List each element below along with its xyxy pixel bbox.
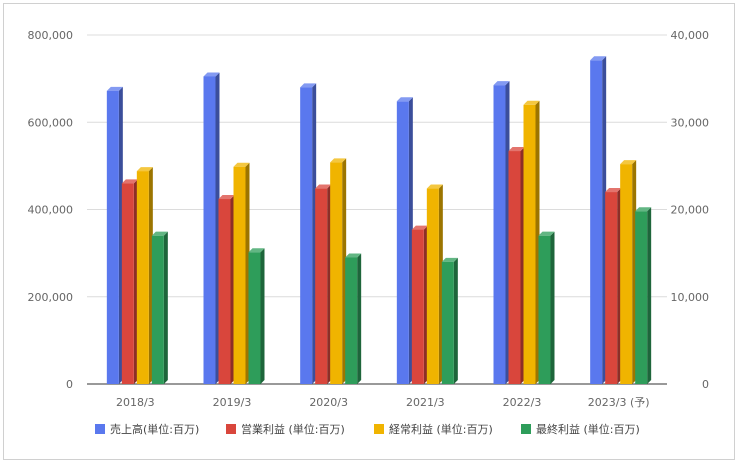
bar (151, 231, 168, 384)
x-tick-label: 2021/3 (406, 396, 445, 409)
legend-item: 売上高(単位:百万) (95, 422, 199, 436)
bar (605, 188, 622, 384)
left-tick-label: 400,000 (28, 204, 74, 217)
legend-swatch (521, 424, 531, 434)
bar (590, 56, 607, 385)
grid (87, 34, 667, 385)
bar (441, 257, 458, 384)
bar (538, 231, 555, 384)
right-tick-label: 30,000 (671, 116, 710, 129)
x-tick-label: 2022/3 (503, 396, 542, 409)
bars (106, 56, 652, 385)
legend-label: 売上高(単位:百万) (110, 422, 199, 436)
right-axis-ticks: 0 10,000 20,000 30,000 40,000 (671, 29, 710, 391)
bar (315, 184, 332, 384)
bar (426, 184, 443, 384)
right-tick-label: 10,000 (671, 291, 710, 304)
right-tick-label: 0 (702, 378, 709, 391)
bar (121, 179, 138, 384)
legend-item: 最終利益 (単位:百万) (521, 422, 640, 436)
legend: 売上高(単位:百万) 営業利益 (単位:百万) 経常利益 (単位:百万) 最終利益 (… (95, 422, 640, 436)
bar (203, 72, 220, 384)
right-tick-label: 20,000 (671, 204, 710, 217)
legend-label: 最終利益 (単位:百万) (536, 422, 640, 436)
legend-swatch (226, 424, 236, 434)
bar (523, 100, 540, 385)
x-axis-ticks: 2018/3 2019/3 2020/3 2021/3 2022/3 2023/3 (予) (116, 396, 650, 409)
bar (508, 147, 525, 384)
x-tick-label: 2020/3 (309, 396, 348, 409)
left-tick-label: 600,000 (28, 116, 74, 129)
legend-swatch (95, 424, 105, 434)
bar (411, 225, 428, 384)
left-axis-ticks: 0 200,000 400,000 600,000 800,000 (28, 29, 74, 391)
left-tick-label: 0 (66, 378, 73, 391)
bar (493, 81, 510, 384)
x-tick-label: 2019/3 (213, 396, 252, 409)
legend-swatch (374, 424, 384, 434)
bar (136, 167, 153, 384)
bar (233, 162, 250, 384)
bar (218, 195, 235, 384)
legend-label: 経常利益 (単位:百万) (389, 422, 493, 436)
right-tick-label: 40,000 (671, 29, 710, 42)
x-tick-label: 2023/3 (予) (588, 396, 650, 409)
left-tick-label: 800,000 (28, 29, 74, 42)
bar (106, 86, 123, 384)
bar (635, 207, 652, 384)
bar (248, 248, 265, 384)
legend-label: 営業利益 (単位:百万) (241, 422, 345, 436)
bar (620, 160, 637, 384)
x-tick-label: 2018/3 (116, 396, 155, 409)
legend-item: 営業利益 (単位:百万) (226, 422, 345, 436)
legend-item: 経常利益 (単位:百万) (374, 422, 493, 436)
bar (396, 97, 413, 384)
bar (300, 83, 317, 384)
bar (345, 253, 362, 384)
left-tick-label: 200,000 (28, 291, 74, 304)
bar (330, 158, 347, 384)
